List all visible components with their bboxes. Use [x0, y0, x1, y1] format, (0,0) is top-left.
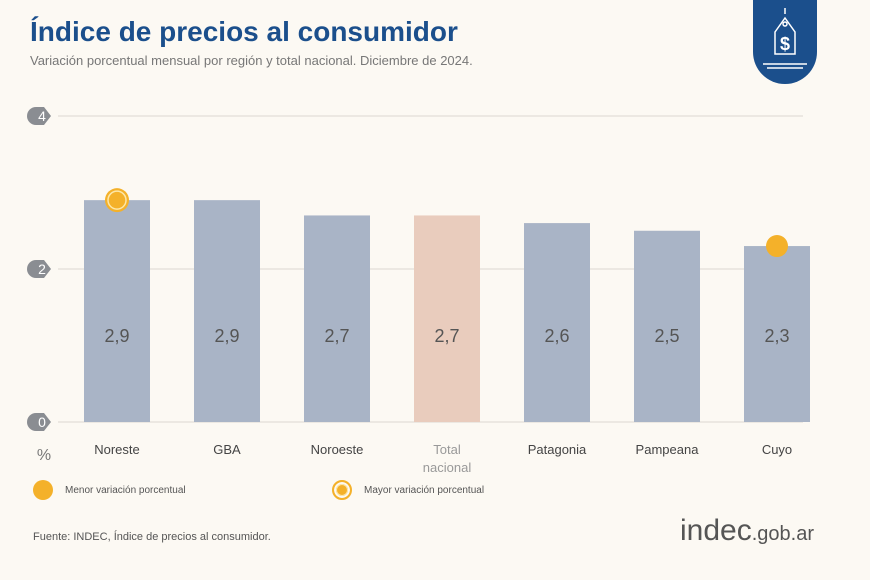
x-tick-label: Noreste: [94, 442, 140, 457]
x-tick-label: nacional: [423, 460, 472, 475]
tick-badge: [27, 260, 51, 278]
page-title: Índice de precios al consumidor: [30, 16, 458, 47]
max-marker-icon: [332, 480, 352, 500]
bar: [84, 200, 150, 422]
price-tag-dollar-icon: $: [753, 0, 817, 84]
x-tick-label: Cuyo: [762, 442, 792, 457]
bar: [194, 200, 260, 422]
legend-min-label: Menor variación porcentual: [65, 484, 186, 496]
bar-value-label: 2,5: [654, 326, 679, 346]
bar-value-label: 2,9: [214, 326, 239, 346]
bar-value-label: 2,3: [764, 326, 789, 346]
logo-main: indec: [680, 514, 752, 547]
bar: [744, 246, 810, 422]
source-note: Fuente: INDEC, Índice de precios al cons…: [33, 531, 271, 543]
logo-suffix: .gob.ar: [751, 523, 814, 545]
tick-badge: [27, 413, 51, 431]
legend-max: Mayor variación porcentual: [332, 480, 484, 500]
legend-min: Menor variación porcentual: [33, 480, 186, 500]
x-tick-label: Total: [433, 442, 461, 457]
y-tick-label: 4: [38, 108, 46, 124]
bar: [524, 223, 590, 422]
x-tick-label: Patagonia: [528, 442, 587, 457]
min-marker: [766, 235, 788, 258]
tick-badge: [27, 107, 51, 125]
bar: [414, 215, 480, 422]
indec-logo[interactable]: indec.gob.ar: [680, 514, 814, 548]
y-tick-label: 0: [38, 414, 46, 430]
y-axis-label: %: [37, 447, 51, 464]
bar-value-label: 2,7: [434, 326, 459, 346]
y-tick-label: 2: [38, 261, 46, 277]
bar: [304, 215, 370, 422]
legend-max-label: Mayor variación porcentual: [364, 484, 485, 496]
x-tick-label: Noroeste: [311, 442, 364, 457]
max-marker-ring: [107, 190, 127, 210]
bar-value-label: 2,9: [104, 326, 129, 346]
svg-text:$: $: [780, 34, 790, 54]
bar: [634, 230, 700, 422]
x-tick-label: GBA: [213, 442, 241, 457]
x-tick-label: Pampeana: [636, 442, 700, 457]
page-subtitle: Variación porcentual mensual por región …: [30, 53, 473, 68]
bar-value-label: 2,7: [324, 326, 349, 346]
bar-value-label: 2,6: [544, 326, 569, 346]
min-marker-icon: [33, 480, 53, 500]
